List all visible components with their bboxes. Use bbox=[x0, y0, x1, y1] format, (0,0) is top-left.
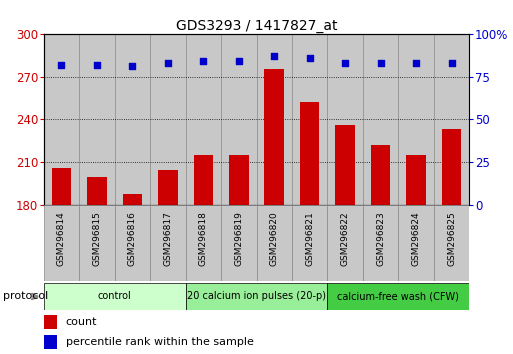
Bar bbox=[44, 335, 57, 348]
Title: GDS3293 / 1417827_at: GDS3293 / 1417827_at bbox=[176, 19, 337, 33]
Bar bbox=[300, 102, 320, 205]
Text: calcium-free wash (CFW): calcium-free wash (CFW) bbox=[338, 291, 459, 302]
Point bbox=[270, 53, 279, 59]
Text: GSM296822: GSM296822 bbox=[341, 211, 350, 266]
Bar bbox=[256, 205, 292, 281]
Text: GSM296814: GSM296814 bbox=[57, 211, 66, 266]
Bar bbox=[229, 155, 248, 205]
Bar bbox=[44, 34, 79, 205]
Bar bbox=[44, 315, 57, 329]
Bar bbox=[52, 168, 71, 205]
Bar bbox=[327, 34, 363, 205]
Bar bbox=[186, 205, 221, 281]
Bar bbox=[44, 283, 186, 310]
Bar bbox=[186, 34, 221, 205]
Text: GSM296815: GSM296815 bbox=[92, 211, 102, 266]
Bar bbox=[221, 34, 256, 205]
Bar bbox=[363, 34, 399, 205]
Bar bbox=[79, 34, 114, 205]
Bar bbox=[434, 205, 469, 281]
Bar bbox=[79, 205, 114, 281]
Bar bbox=[327, 205, 363, 281]
Bar bbox=[363, 205, 399, 281]
Point bbox=[234, 58, 243, 64]
Text: GSM296823: GSM296823 bbox=[376, 211, 385, 266]
Text: protocol: protocol bbox=[3, 291, 48, 302]
Bar bbox=[434, 34, 469, 205]
Bar bbox=[371, 145, 390, 205]
Bar bbox=[221, 205, 256, 281]
Bar bbox=[292, 205, 327, 281]
Point bbox=[306, 55, 314, 61]
Bar bbox=[158, 170, 177, 205]
Bar bbox=[114, 34, 150, 205]
Text: GSM296825: GSM296825 bbox=[447, 211, 456, 266]
Text: count: count bbox=[66, 318, 97, 327]
Point bbox=[164, 60, 172, 65]
Bar bbox=[336, 125, 355, 205]
Text: GSM296816: GSM296816 bbox=[128, 211, 137, 266]
Point bbox=[447, 60, 456, 65]
Bar bbox=[256, 34, 292, 205]
Bar bbox=[399, 205, 434, 281]
Text: GSM296824: GSM296824 bbox=[411, 211, 421, 266]
Point bbox=[93, 62, 101, 67]
Bar bbox=[44, 205, 79, 281]
Bar bbox=[150, 34, 186, 205]
Bar bbox=[265, 69, 284, 205]
Bar bbox=[193, 155, 213, 205]
Text: GSM296821: GSM296821 bbox=[305, 211, 314, 266]
Text: GSM296818: GSM296818 bbox=[199, 211, 208, 266]
Text: 20 calcium ion pulses (20-p): 20 calcium ion pulses (20-p) bbox=[187, 291, 326, 302]
Bar bbox=[123, 194, 142, 205]
Point bbox=[128, 63, 136, 69]
Bar bbox=[327, 283, 469, 310]
Bar bbox=[186, 283, 327, 310]
Point bbox=[199, 58, 207, 64]
Point bbox=[341, 60, 349, 65]
Text: GSM296819: GSM296819 bbox=[234, 211, 243, 266]
Bar bbox=[114, 205, 150, 281]
Point bbox=[412, 60, 420, 65]
Point bbox=[57, 62, 66, 67]
Text: GSM296817: GSM296817 bbox=[163, 211, 172, 266]
Bar bbox=[87, 177, 107, 205]
Bar bbox=[292, 34, 327, 205]
Bar bbox=[399, 34, 434, 205]
Bar bbox=[150, 205, 186, 281]
Text: control: control bbox=[97, 291, 131, 302]
Text: GSM296820: GSM296820 bbox=[270, 211, 279, 266]
Bar bbox=[442, 130, 461, 205]
Text: percentile rank within the sample: percentile rank within the sample bbox=[66, 337, 253, 347]
Bar bbox=[406, 155, 426, 205]
Point bbox=[377, 60, 385, 65]
